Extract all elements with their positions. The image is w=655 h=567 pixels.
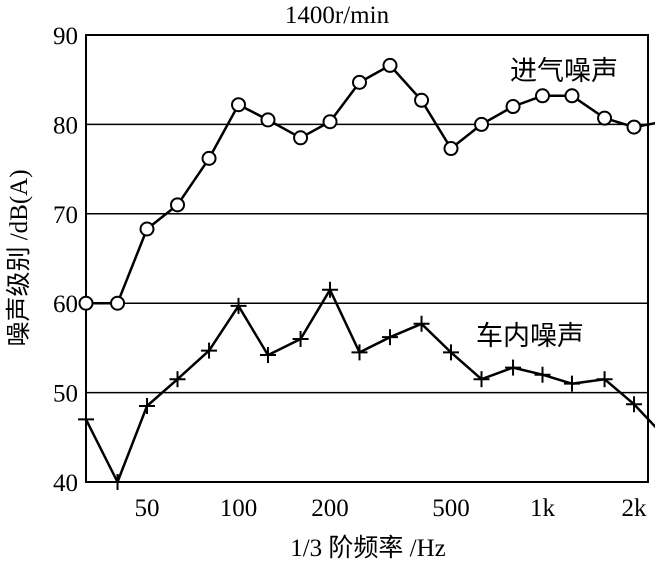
data-point-circle [626, 119, 642, 135]
data-point-plus [351, 344, 368, 361]
data-point-plus [443, 344, 459, 361]
series-intake-noise [78, 57, 655, 311]
data-point-circle [110, 295, 126, 311]
data-point-circle [260, 112, 276, 128]
x-tick-label: 100 [220, 495, 258, 522]
y-axis-ticks: 40 50 60 70 80 90 [53, 23, 78, 497]
data-point-circle [170, 197, 186, 213]
y-tick-label: 60 [53, 291, 78, 318]
data-point-circle [597, 110, 613, 126]
data-point-plus [292, 330, 309, 347]
y-tick-label: 50 [53, 381, 78, 408]
data-point-plus [534, 366, 551, 383]
series-label-cabin: 车内噪声 [476, 321, 584, 352]
y-tick-label: 70 [53, 202, 78, 229]
x-tick-label: 200 [311, 495, 349, 522]
y-tick-label: 40 [53, 470, 78, 497]
series-line [84, 288, 655, 484]
x-tick-label: 50 [135, 495, 160, 522]
data-point-plus [473, 371, 490, 388]
data-point-circle [322, 114, 338, 130]
data-point-plus [563, 375, 580, 392]
x-axis-label: 1/3 阶频率 /Hz [290, 534, 446, 562]
data-point-plus [201, 342, 218, 359]
data-point-circle [293, 130, 309, 146]
y-tick-label: 90 [53, 23, 78, 50]
data-point-plus [596, 371, 613, 388]
data-point-circle [382, 57, 398, 73]
y-tick-label: 80 [53, 112, 78, 139]
x-tick-label: 2k [622, 495, 648, 522]
data-point-circle [414, 92, 430, 108]
plot-frame [85, 34, 649, 483]
data-point-circle [201, 150, 217, 166]
data-point-circle [505, 99, 521, 115]
data-point-plus [381, 329, 398, 346]
data-point-circle [139, 221, 155, 237]
data-point-circle [443, 141, 459, 157]
data-point-plus [322, 281, 339, 298]
data-point-plus [626, 396, 643, 413]
grid-lines [86, 123, 648, 394]
data-point-circle [564, 88, 580, 104]
data-point-plus [139, 398, 155, 415]
data-point-plus [169, 371, 186, 388]
data-point-plus [413, 315, 430, 332]
data-point-circle [351, 74, 367, 90]
data-point-circle [231, 97, 247, 113]
data-point-circle [535, 88, 551, 104]
data-point-plus [109, 474, 126, 490]
series-layer [77, 57, 655, 490]
x-tick-label: 1k [530, 495, 556, 522]
data-point-circle [78, 295, 94, 311]
chart-title: 1400r/min [285, 2, 390, 29]
y-axis-label: 噪声级别 /dB(A) [5, 169, 33, 346]
x-tick-label: 500 [432, 495, 470, 522]
data-point-plus [259, 347, 276, 364]
data-point-plus [505, 359, 522, 376]
x-axis-ticks: 501002005001k2k0A [135, 495, 648, 522]
series-label-intake: 进气噪声 [510, 56, 618, 87]
data-point-circle [474, 116, 490, 132]
series-cabin-noise [77, 281, 655, 490]
data-point-plus [77, 411, 94, 428]
data-point-plus [230, 297, 247, 314]
